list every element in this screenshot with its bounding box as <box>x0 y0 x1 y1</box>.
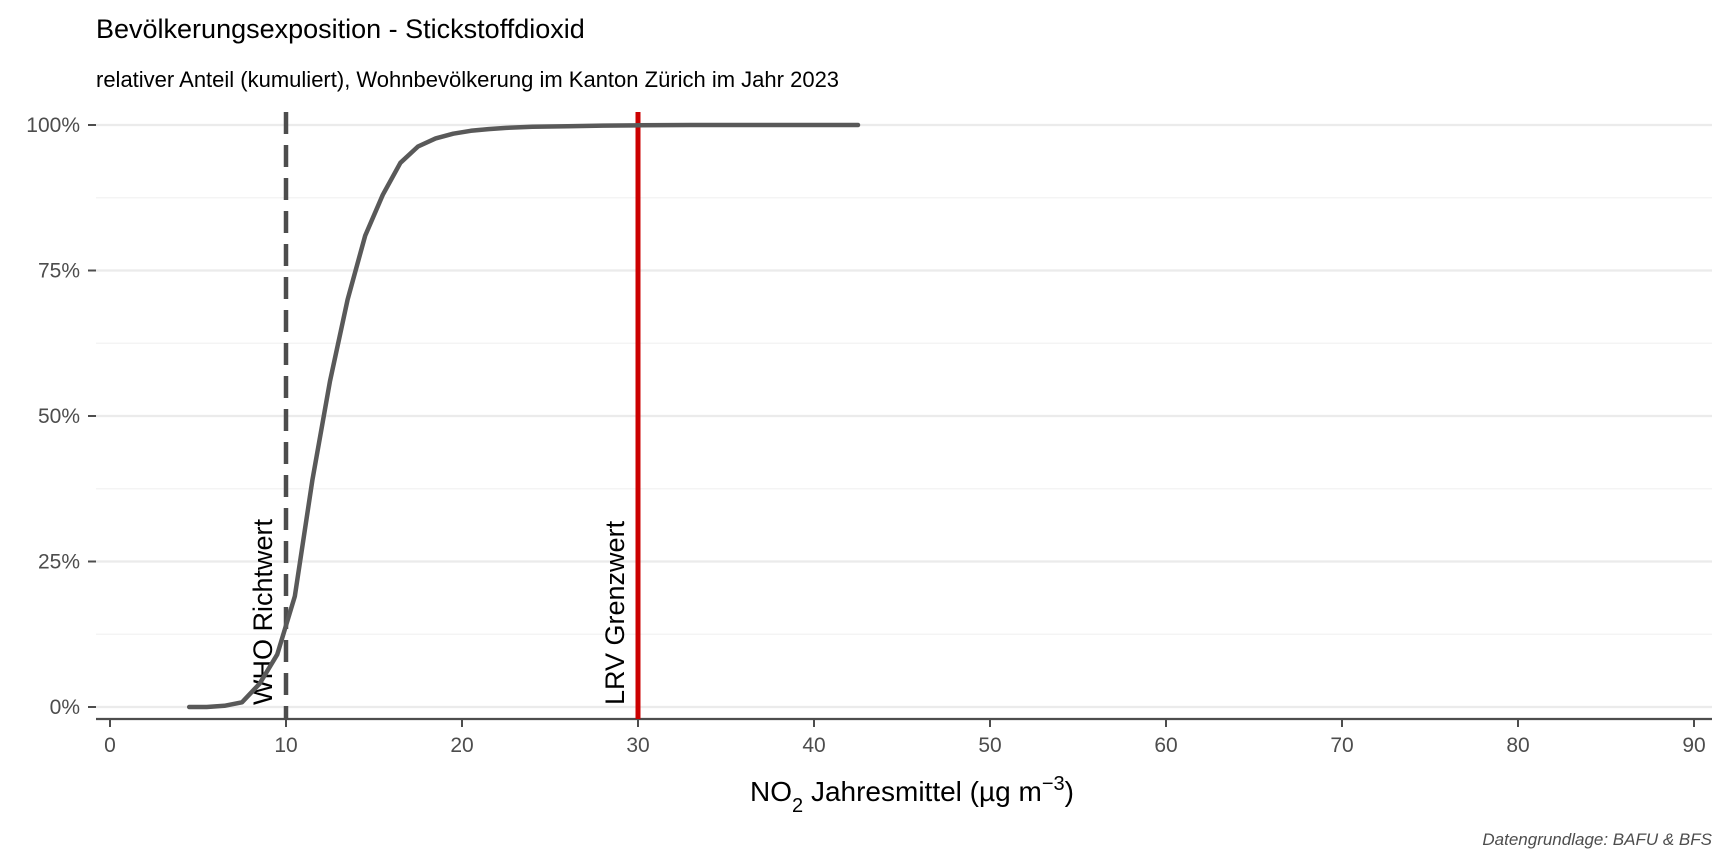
y-axis: 0% 25% 50% 75% 100% <box>26 114 96 719</box>
reference-lines: WHO Richtwert LRV Grenzwert <box>248 112 641 719</box>
x-axis-title-rest: Jahresmittel (µg m <box>803 776 1042 807</box>
x-tick-label: 90 <box>1682 734 1705 757</box>
x-tick-label: 70 <box>1330 734 1353 757</box>
x-tick-label: 60 <box>1154 734 1177 757</box>
gridlines <box>96 123 1712 709</box>
x-axis: 0 10 20 30 40 50 60 70 80 90 <box>96 717 1712 757</box>
series-layer <box>186 122 861 710</box>
x-tick-label: 0 <box>104 734 116 757</box>
chart-title: Bevölkerungsexposition - Stickstoffdioxi… <box>96 14 585 44</box>
caption: Datengrundlage: BAFU & BFS <box>1482 830 1712 849</box>
y-tick-label: 0% <box>50 696 80 719</box>
x-tick-label: 80 <box>1506 734 1529 757</box>
y-tick-label: 25% <box>38 551 80 574</box>
x-axis-title-sub: 2 <box>792 795 803 817</box>
series-line <box>186 122 861 710</box>
y-tick-label: 100% <box>26 114 80 137</box>
chart-subtitle: relativer Anteil (kumuliert), Wohnbevölk… <box>96 67 839 92</box>
lrv-reference-label: LRV Grenzwert <box>600 520 630 705</box>
x-tick-label: 40 <box>802 734 825 757</box>
x-axis-title-sup: −3 <box>1042 773 1065 795</box>
x-axis-title: NO2 Jahresmittel (µg m−3) <box>750 773 1074 817</box>
y-tick-label: 50% <box>38 405 80 428</box>
y-tick-label: 75% <box>38 260 80 283</box>
x-tick-label: 20 <box>450 734 473 757</box>
x-tick-label: 10 <box>274 734 297 757</box>
x-tick-label: 50 <box>978 734 1001 757</box>
x-axis-title-end: ) <box>1065 776 1074 807</box>
x-axis-title-main: NO <box>750 776 792 807</box>
x-tick-label: 30 <box>626 734 649 757</box>
